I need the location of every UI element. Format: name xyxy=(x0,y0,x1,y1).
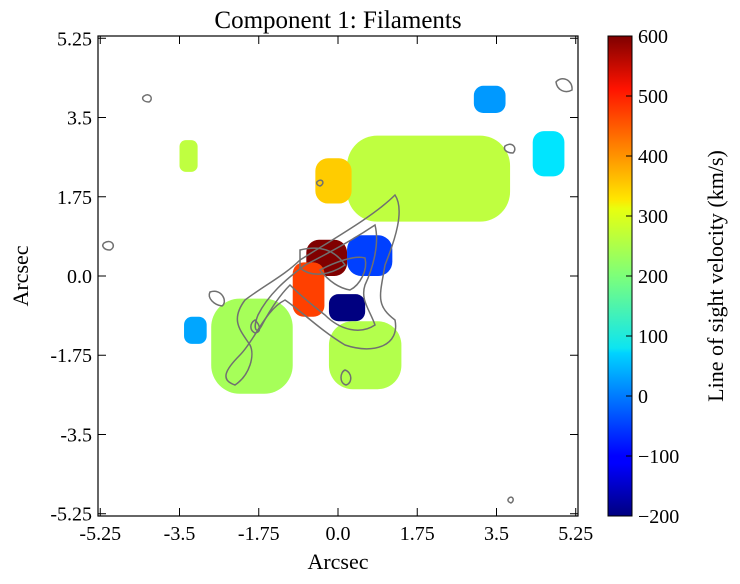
y-tick-label: -5.25 xyxy=(50,504,92,526)
y-tick-label: 1.75 xyxy=(57,187,92,209)
x-tick-label: -1.75 xyxy=(238,523,280,545)
colorbar-tick-label: 200 xyxy=(638,266,668,288)
velocity-region-7 xyxy=(532,131,565,177)
velocity-map xyxy=(179,85,565,394)
velocity-region-11 xyxy=(315,158,352,204)
velocity-region-5 xyxy=(347,135,511,222)
velocity-region-1 xyxy=(347,235,393,276)
colorbar-tick-label: −100 xyxy=(638,446,679,468)
x-tick-label: 1.75 xyxy=(400,523,435,545)
contour-inner-3 xyxy=(250,319,261,334)
y-tick-label: 5.25 xyxy=(57,28,92,50)
colorbar-tick-label: 400 xyxy=(638,146,668,168)
x-tick-label: -5.25 xyxy=(79,523,121,545)
contour-bottom xyxy=(340,369,352,386)
colorbar-label: Line of sight velocity (km/s) xyxy=(703,150,728,402)
contour-inner-2 xyxy=(299,247,347,275)
flux-contours xyxy=(102,78,573,504)
velocity-region-4 xyxy=(211,298,293,394)
x-axis-label: Arcsec xyxy=(307,549,368,574)
colorbar-tick-label: 0 xyxy=(638,386,648,408)
chart-title: Component 1: Filaments xyxy=(214,7,461,34)
y-axis-ticks: -5.25 -3.5 -1.75 0.0 1.75 3.5 5.25 xyxy=(50,28,578,526)
contour-topright xyxy=(555,78,573,93)
velocity-region-3 xyxy=(292,262,325,317)
contour-right xyxy=(503,143,516,154)
contour-left xyxy=(208,290,226,307)
contour-farleft xyxy=(102,240,115,251)
velocity-region-6 xyxy=(328,321,402,390)
velocity-region-8 xyxy=(473,85,506,113)
x-tick-label: 3.5 xyxy=(484,523,509,545)
y-tick-label: -3.5 xyxy=(60,424,92,446)
x-tick-label: -3.5 xyxy=(164,523,196,545)
plot-area xyxy=(98,36,578,516)
y-axis-label: Arcsec xyxy=(8,245,33,306)
colorbar-tick-label: 300 xyxy=(638,206,668,228)
contour-outer xyxy=(225,193,400,386)
y-tick-label: 0.0 xyxy=(67,266,92,288)
contour-inner-1 xyxy=(318,256,367,291)
y-tick-label: -1.75 xyxy=(50,345,92,367)
contour-middle xyxy=(254,223,378,331)
colorbar-tick-label: 100 xyxy=(638,326,668,348)
x-axis-ticks: -5.25 -3.5 -1.75 0.0 1.75 3.5 5.25 xyxy=(79,36,593,545)
velocity-region-10 xyxy=(184,316,207,344)
x-tick-label: 5.25 xyxy=(558,523,593,545)
colorbar-tick-label: 500 xyxy=(638,86,668,108)
y-tick-label: 3.5 xyxy=(67,108,92,130)
contour-small xyxy=(315,179,324,187)
x-tick-label: 0.0 xyxy=(326,523,351,545)
contour-bottomright xyxy=(507,496,514,504)
colorbar-tick-label: 600 xyxy=(638,26,668,48)
colorbar-tick-label: −200 xyxy=(638,506,679,528)
contour-topleft xyxy=(141,94,152,103)
colorbar-ticks: −200 −100 0 100 200 300 400 500 600 xyxy=(626,26,679,528)
velocity-region-9 xyxy=(179,140,198,172)
velocity-region-0 xyxy=(328,294,366,322)
